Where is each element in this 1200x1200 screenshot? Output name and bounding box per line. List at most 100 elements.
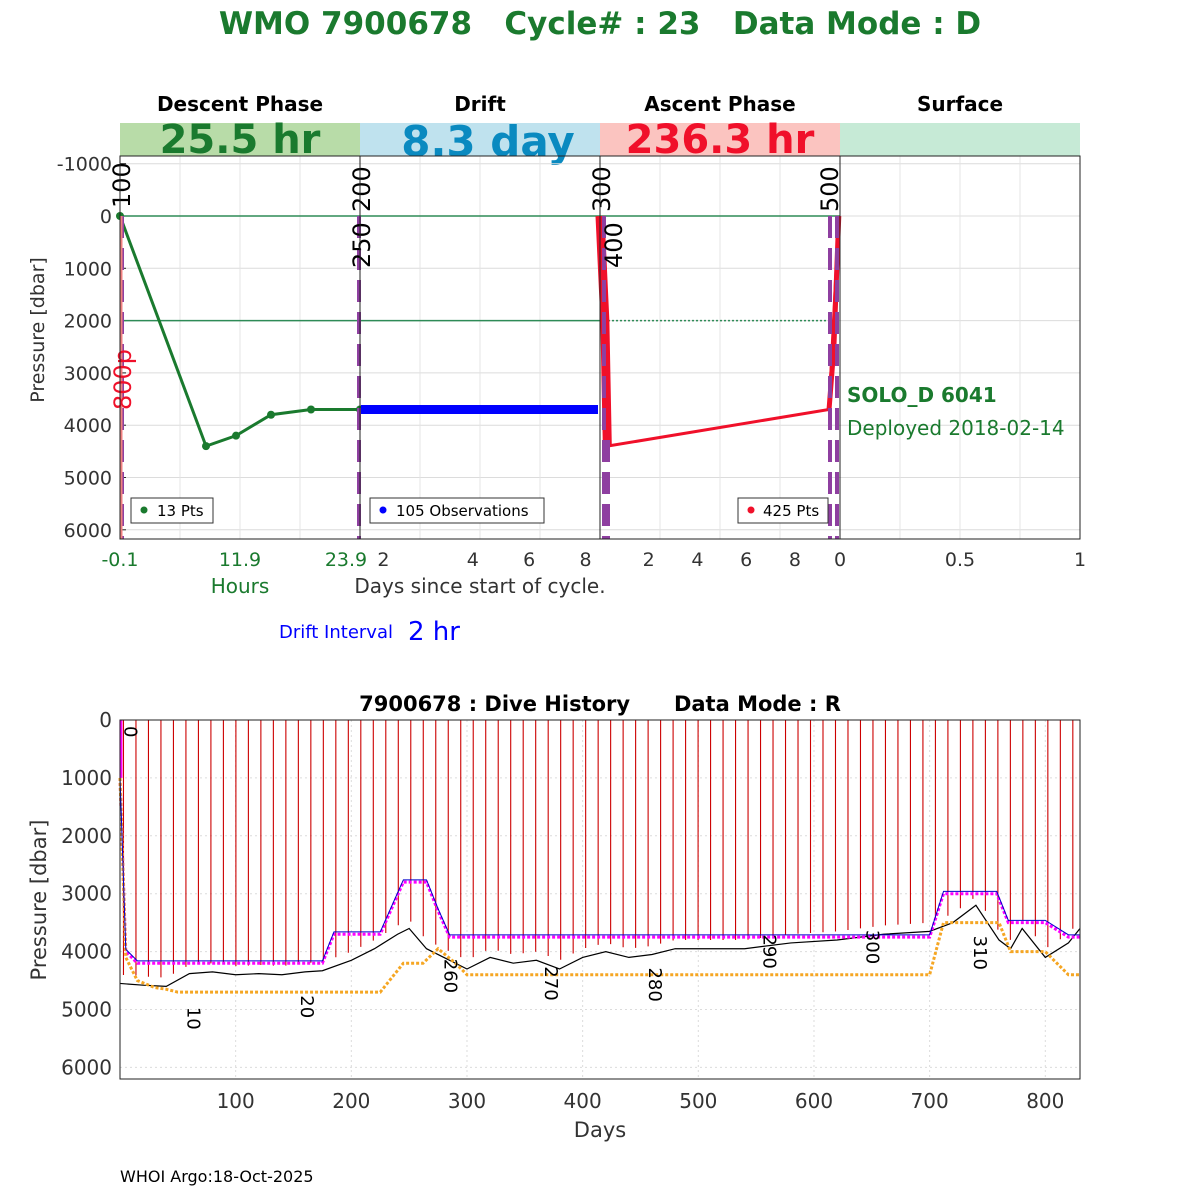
descent-point [307,405,315,414]
top-y-tick-label: 0 [100,206,112,228]
cycle-number-label: 300 [862,930,883,964]
cycle-number-label: 310 [969,936,990,970]
drift-day-tick-label: 6 [523,549,535,571]
top-y-tick-label: 3000 [64,363,112,385]
cycle-number-label: 0 [120,726,141,737]
bottom-x-tick-label: 700 [911,1089,949,1113]
bottom-axes-frame [119,719,1081,1080]
band-drift [360,123,600,156]
top-y-tick-label: 2000 [64,311,112,333]
band-surface [840,123,1080,156]
top-y-tick-label: -1000 [57,154,112,176]
legend-descent-label: 13 Pts [157,502,204,520]
hours-axis-label: Hours [211,574,270,598]
descent-line [118,215,360,449]
hours-tick-label: -0.1 [101,549,138,571]
ascent-day-tick-label: 4 [691,549,703,571]
surface-tick-label: 0.5 [945,549,975,571]
bottom-chart-title: 7900678 : Dive History Data Mode : R [359,692,841,716]
hours-tick-label: 11.9 [219,549,261,571]
vertical-marker-label: 200 [348,166,376,212]
cycle-number-label: 290 [759,934,780,968]
cycle-number-label: 280 [644,967,665,1001]
phase-title-surface: Surface [917,92,1003,116]
bottom-x-tick-label: 500 [679,1089,717,1113]
cycle-number-label: 10 [183,1007,204,1030]
history-series-park [118,777,1080,965]
vertical-marker-label: 300 [588,166,616,212]
bottom-y-tick-label: 3000 [61,882,112,906]
descent-point [267,410,275,419]
vertical-marker-label: 500 [816,166,844,212]
top-y-tick-labels: -1000 0 1000 2000 3000 4000 5000 6000 [57,154,112,542]
bottom-y-tick-label: 0 [99,708,112,732]
drift-interval-label: Drift Interval [279,622,393,643]
bottom-y-axis-label: Pressure [dbar] [27,820,51,981]
bottom-y-tick-label: 4000 [61,940,112,964]
duration-descent: 25.5 hr [160,117,321,163]
bottom-x-axis-label: Days [574,1118,626,1142]
drift-interval-value: 2 hr [408,617,460,647]
legend-descent: 13 Pts [130,497,214,524]
bottom-y-tick-label: 1000 [61,766,112,790]
ascent-line [598,215,841,448]
phase-title-drift: Drift [454,92,506,116]
bottom-x-tick-label: 800 [1026,1089,1064,1113]
park-pressure-label: 800p [109,349,137,410]
legend-ascent-label: 425 Pts [763,502,819,520]
bottom-x-tick-label: 300 [448,1089,486,1113]
bottom-y-tick-label: 5000 [61,998,112,1022]
history-series-bottom [119,904,1081,987]
hours-tick-label: 23.9 [325,549,367,571]
phase-title-ascent: Ascent Phase [644,92,795,116]
history-drift-trace [119,775,1080,962]
surface-tick-label: 1 [1074,549,1086,571]
bottom-y-tick-label: 6000 [61,1055,112,1079]
top-y-tick-label: 6000 [64,520,112,542]
phase-title-descent: Descent Phase [157,92,323,116]
surface-tick-label: 0 [834,549,846,571]
top-y-tick-label: 5000 [64,468,112,490]
bottom-data: 0 10 20 260 270 280 290 300 310 [118,720,1081,1030]
cycle-number-label: 270 [540,966,561,1000]
footer-credit: WHOI Argo:18-Oct-2025 [120,1167,314,1186]
legend-drift: 105 Observations [369,497,545,524]
ascent-day-tick-label: 6 [740,549,752,571]
drift-day-tick-label: 2 [377,549,389,571]
legend-ascent: 425 Pts [737,497,829,524]
top-data: 100 200 250 300 400 500 800p [108,162,844,539]
ascent-day-tick-label: 8 [789,549,801,571]
bottom-y-tick-label: 2000 [61,824,112,848]
ascent-day-tick-label: 2 [643,549,655,571]
band-ascent [600,123,840,156]
top-x-tick-labels: -0.1 11.9 23.9 2 4 6 8 2 4 6 8 0 0.5 1 [101,549,1086,571]
top-y-tick-label: 1000 [64,258,112,280]
history-series-profile [118,777,1080,994]
drift-day-tick-label: 8 [579,549,591,571]
band-descent [120,123,360,156]
descent-point [232,431,240,440]
bottom-x-tick-label: 600 [795,1089,833,1113]
duration-ascent: 236.3 hr [626,117,815,163]
float-type: SOLO_D 6041 [847,383,997,407]
bottom-x-tick-label: 400 [564,1089,602,1113]
legend-drift-label: 105 Observations [396,502,529,520]
bottom-grid [120,719,1080,1079]
bottom-x-tick-label: 100 [217,1089,255,1113]
top-y-tick-label: 4000 [64,415,112,437]
deployed-date: Deployed 2018-02-14 [847,416,1065,440]
vertical-marker-label: 400 [600,222,628,268]
bottom-x-tick-label: 200 [332,1089,370,1113]
figure-title: WMO 7900678 Cycle# : 23 Data Mode : D [219,6,981,42]
days-axis-label: Days since start of cycle. [354,574,605,598]
cycle-number-label: 260 [439,959,460,993]
vertical-marker-label: 100 [108,162,136,208]
cycle-number-label: 20 [296,995,317,1018]
vertical-marker-label: 250 [348,222,376,268]
duration-drift: 8.3 day [401,117,575,166]
top-y-axis-label: Pressure [dbar] [27,257,49,403]
drift-day-tick-label: 4 [467,549,479,571]
descent-point [202,442,210,451]
